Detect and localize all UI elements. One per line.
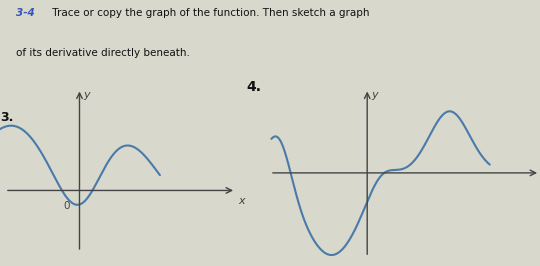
Text: 4.: 4.	[246, 80, 261, 94]
Text: 3-4: 3-4	[16, 8, 35, 18]
Text: y: y	[83, 90, 90, 100]
Text: x: x	[239, 196, 245, 206]
Text: of its derivative directly beneath.: of its derivative directly beneath.	[16, 48, 190, 58]
Text: Trace or copy the graph of the function. Then sketch a graph: Trace or copy the graph of the function.…	[49, 8, 369, 18]
Text: 0: 0	[63, 201, 70, 211]
Text: y: y	[372, 90, 378, 100]
Text: 3.: 3.	[0, 111, 14, 124]
